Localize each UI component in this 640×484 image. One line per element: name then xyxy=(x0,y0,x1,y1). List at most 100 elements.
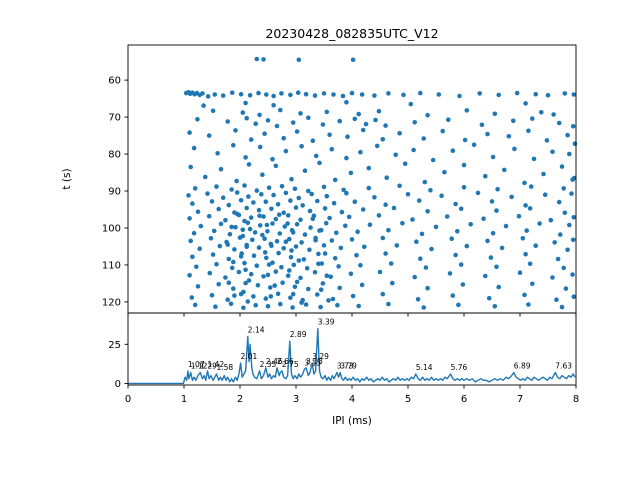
x-tick-label: 7 xyxy=(517,394,523,405)
peak-label: 7.63 xyxy=(555,362,572,371)
scatter-point xyxy=(509,194,514,200)
scatter-point xyxy=(337,285,343,291)
scatter-point xyxy=(348,271,354,277)
scatter-point xyxy=(266,262,272,267)
scatter-point xyxy=(483,173,488,179)
scatter-point xyxy=(425,209,430,214)
scatter-point xyxy=(433,224,439,230)
scatter-point xyxy=(246,278,252,283)
scatter-point xyxy=(217,243,223,249)
scatter-point xyxy=(283,239,289,244)
scatter-point xyxy=(455,229,460,234)
scatter-point xyxy=(402,161,408,166)
scatter-point xyxy=(332,177,338,183)
scatter-point xyxy=(203,174,208,180)
scatter-point xyxy=(449,236,455,241)
scatter-point xyxy=(544,138,550,143)
scatter-point xyxy=(298,275,303,281)
scatter-point xyxy=(310,138,316,143)
scatter-point xyxy=(418,90,423,96)
scatter-point xyxy=(447,271,453,276)
scatter-point xyxy=(290,291,296,297)
scatter-point xyxy=(194,264,199,270)
scatter-point xyxy=(289,176,294,182)
axes-spine xyxy=(127,312,577,386)
scatter-point xyxy=(523,251,528,257)
scatter-point xyxy=(210,108,216,114)
scatter-point xyxy=(524,228,529,233)
scatter-point xyxy=(383,251,388,256)
scatter-point xyxy=(253,121,258,126)
scatter-point xyxy=(348,170,354,176)
scatter-point xyxy=(257,112,262,118)
scatter-point xyxy=(229,224,234,230)
scatter-point xyxy=(306,286,311,292)
scatter-point xyxy=(264,255,269,261)
y-axis-label: t (s) xyxy=(61,168,73,189)
scatter-point xyxy=(337,118,343,124)
scatter-point xyxy=(414,239,419,244)
scatter-point xyxy=(243,267,248,273)
scatter-point xyxy=(376,108,382,114)
scatter-point xyxy=(475,190,481,196)
scatter-point xyxy=(450,293,456,298)
figure-title: 20230428_082835UTC_V12 xyxy=(265,26,438,41)
scatter-point xyxy=(354,253,359,258)
scatter-point xyxy=(238,91,244,97)
scatter-point xyxy=(359,282,365,288)
scatter-point xyxy=(223,217,228,223)
scatter-point xyxy=(383,123,388,128)
scatter-point xyxy=(421,136,427,141)
scatter-point xyxy=(320,122,326,127)
scatter-point xyxy=(195,117,200,122)
scatter-point xyxy=(186,193,191,198)
scatter-point xyxy=(511,118,516,124)
scatter-point xyxy=(226,202,232,208)
scatter-point xyxy=(460,282,466,287)
y-tick-label: 110 xyxy=(102,260,121,271)
scatter-point xyxy=(551,112,556,117)
scatter-point xyxy=(216,206,221,212)
scatter-point xyxy=(271,93,276,99)
scatter-point xyxy=(321,91,327,96)
scatter-point xyxy=(471,142,477,148)
scatter-point xyxy=(302,232,308,237)
line-series xyxy=(128,328,576,385)
scatter-point xyxy=(315,292,320,297)
scatter-point xyxy=(240,227,246,233)
scatter-point xyxy=(320,281,326,286)
scatter-point xyxy=(225,242,230,247)
x-tick-label: 6 xyxy=(461,394,467,405)
scatter-point xyxy=(492,111,498,117)
scatter-point xyxy=(214,184,219,189)
scatter-point xyxy=(416,198,422,203)
scatter-point xyxy=(257,223,263,228)
scatter-point xyxy=(345,134,350,139)
scatter-point xyxy=(561,186,566,191)
scatter-point xyxy=(208,236,214,241)
scatter-point xyxy=(267,285,273,290)
scatter-point xyxy=(285,213,291,218)
scatter-point xyxy=(201,103,206,108)
scatter-point xyxy=(254,56,260,62)
scatter-point xyxy=(218,221,224,227)
scatter-point xyxy=(296,258,302,263)
scatter-point xyxy=(209,293,215,298)
peak-label: 2.46 xyxy=(266,357,283,366)
scatter-point xyxy=(548,217,554,223)
scatter-point xyxy=(533,243,538,248)
peak-label: 1.42 xyxy=(208,360,225,369)
scatter-point xyxy=(195,284,201,289)
peak-label: 1.12 xyxy=(191,362,208,371)
scatter-point xyxy=(350,293,356,299)
scatter-point xyxy=(252,230,258,235)
scatter-point xyxy=(324,193,330,199)
scatter-point xyxy=(191,145,197,151)
scatter-point xyxy=(292,186,298,192)
scatter-point xyxy=(248,137,254,142)
scatter-point xyxy=(477,91,483,96)
scatter-point xyxy=(485,131,490,137)
scatter-point xyxy=(228,301,234,307)
scatter-point xyxy=(412,274,418,280)
scatter-point xyxy=(205,191,210,196)
